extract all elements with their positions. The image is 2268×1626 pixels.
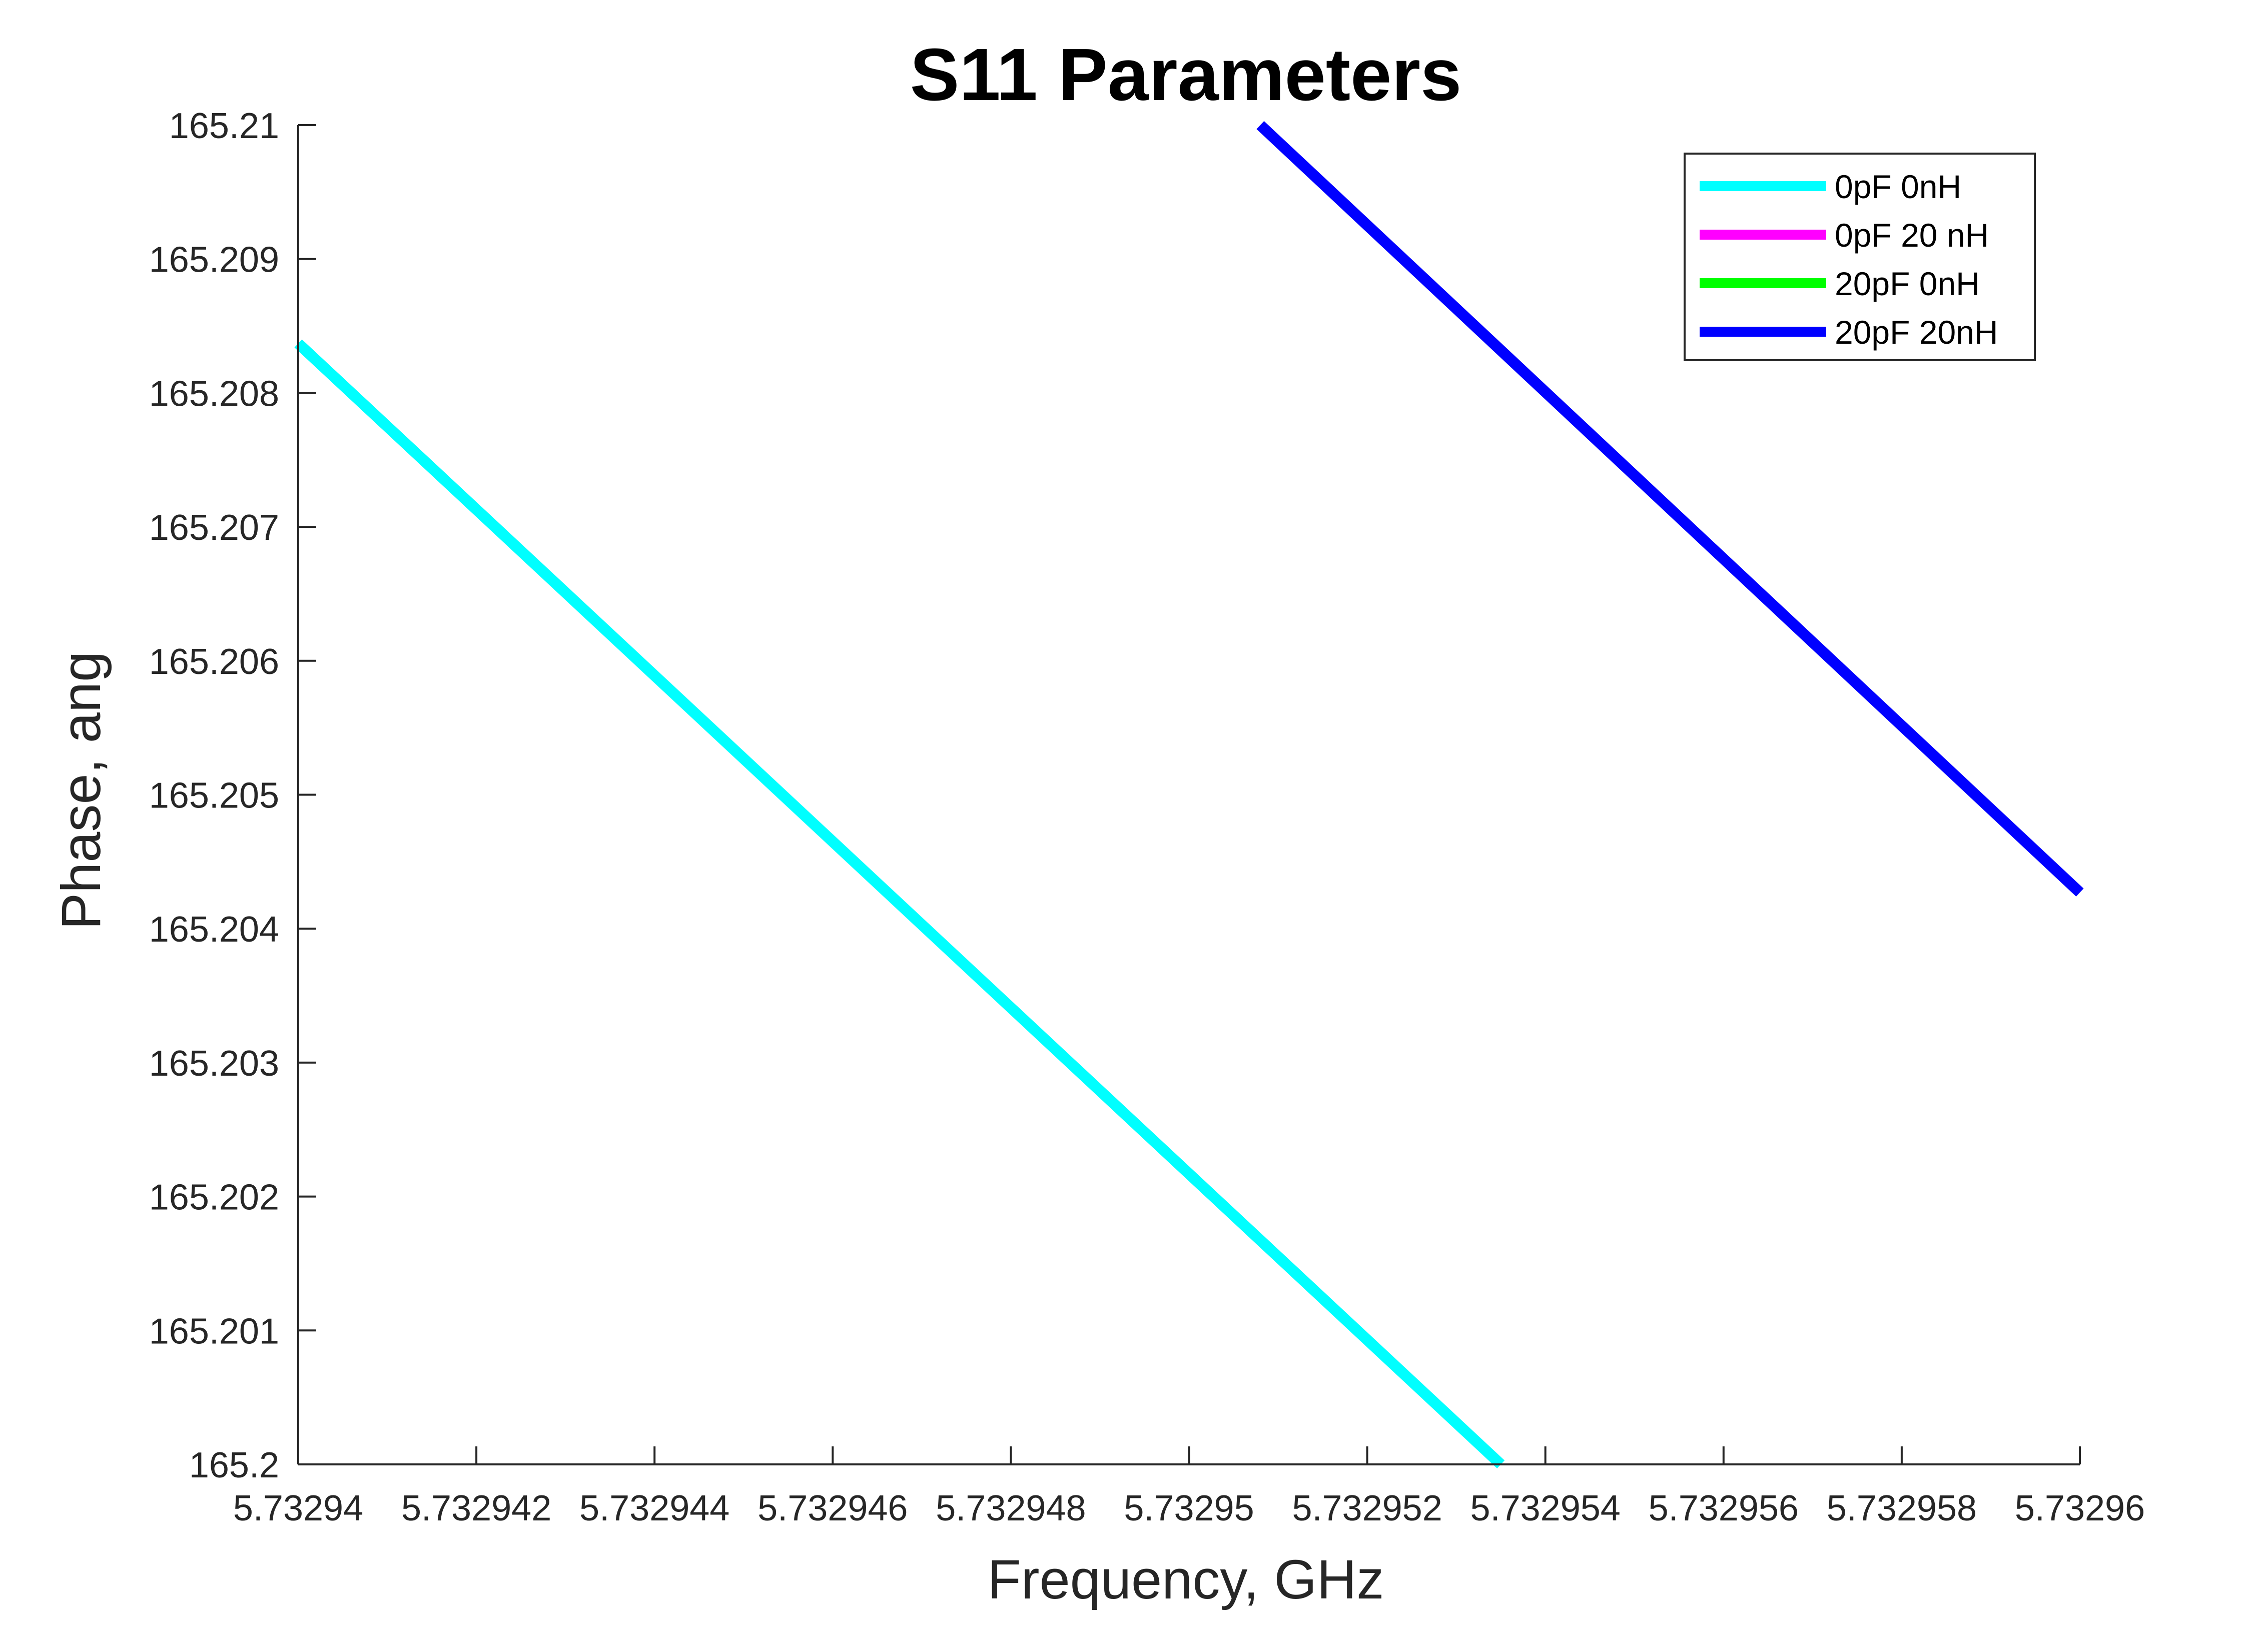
series-line-4: [1256, 121, 2084, 897]
y-axis-label: Phase, ang: [51, 651, 112, 930]
y-tick-label: 165.207: [149, 508, 279, 548]
y-tick-label: 165.202: [149, 1178, 279, 1218]
legend-entry: 20pF 0nH: [1835, 265, 1980, 302]
x-tick-label: 5.732942: [401, 1488, 551, 1528]
series-line-1: [294, 339, 1505, 1469]
x-tick-label: 5.732946: [758, 1488, 908, 1528]
x-tick-label: 5.732956: [1649, 1488, 1799, 1528]
x-tick-label: 5.732958: [1827, 1488, 1977, 1528]
x-tick-label: 5.73296: [2015, 1488, 2145, 1528]
y-tick-label: 165.208: [149, 374, 279, 414]
legend-entry: 0pF 0nH: [1835, 168, 1961, 205]
y-tick-label: 165.203: [149, 1044, 279, 1084]
y-tick-label: 165.204: [149, 910, 279, 950]
x-tick-label: 5.73294: [233, 1488, 363, 1528]
x-tick-label: 5.732948: [936, 1488, 1086, 1528]
axes-layer: 5.73294 5.732942 5.732944 5.732946 5.732948 5…: [149, 106, 2145, 1528]
x-tick-label: 5.732954: [1470, 1488, 1621, 1528]
chart-title: S11 Parameters: [910, 34, 1462, 116]
legend: 0pF 0nH 0pF 20 nH 20pF 0nH 20pF 20nH: [1684, 153, 2036, 361]
x-axis-label: Frequency, GHz: [988, 1549, 1384, 1610]
series-layer: [294, 121, 2084, 1469]
y-tick-label: 165.2: [189, 1445, 279, 1485]
x-tick-label: 5.732952: [1292, 1488, 1442, 1528]
legend-entry: 0pF 20 nH: [1835, 217, 1989, 254]
y-tick-label: 165.21: [169, 106, 279, 146]
y-tick-label: 165.209: [149, 240, 279, 280]
y-tick-label: 165.206: [149, 642, 279, 682]
x-tick-label: 5.732944: [579, 1488, 729, 1528]
x-tick-label: 5.73295: [1124, 1488, 1254, 1528]
y-tick-label: 165.205: [149, 776, 279, 816]
legend-entry: 20pF 20nH: [1835, 314, 1998, 351]
y-tick-label: 165.201: [149, 1311, 279, 1351]
